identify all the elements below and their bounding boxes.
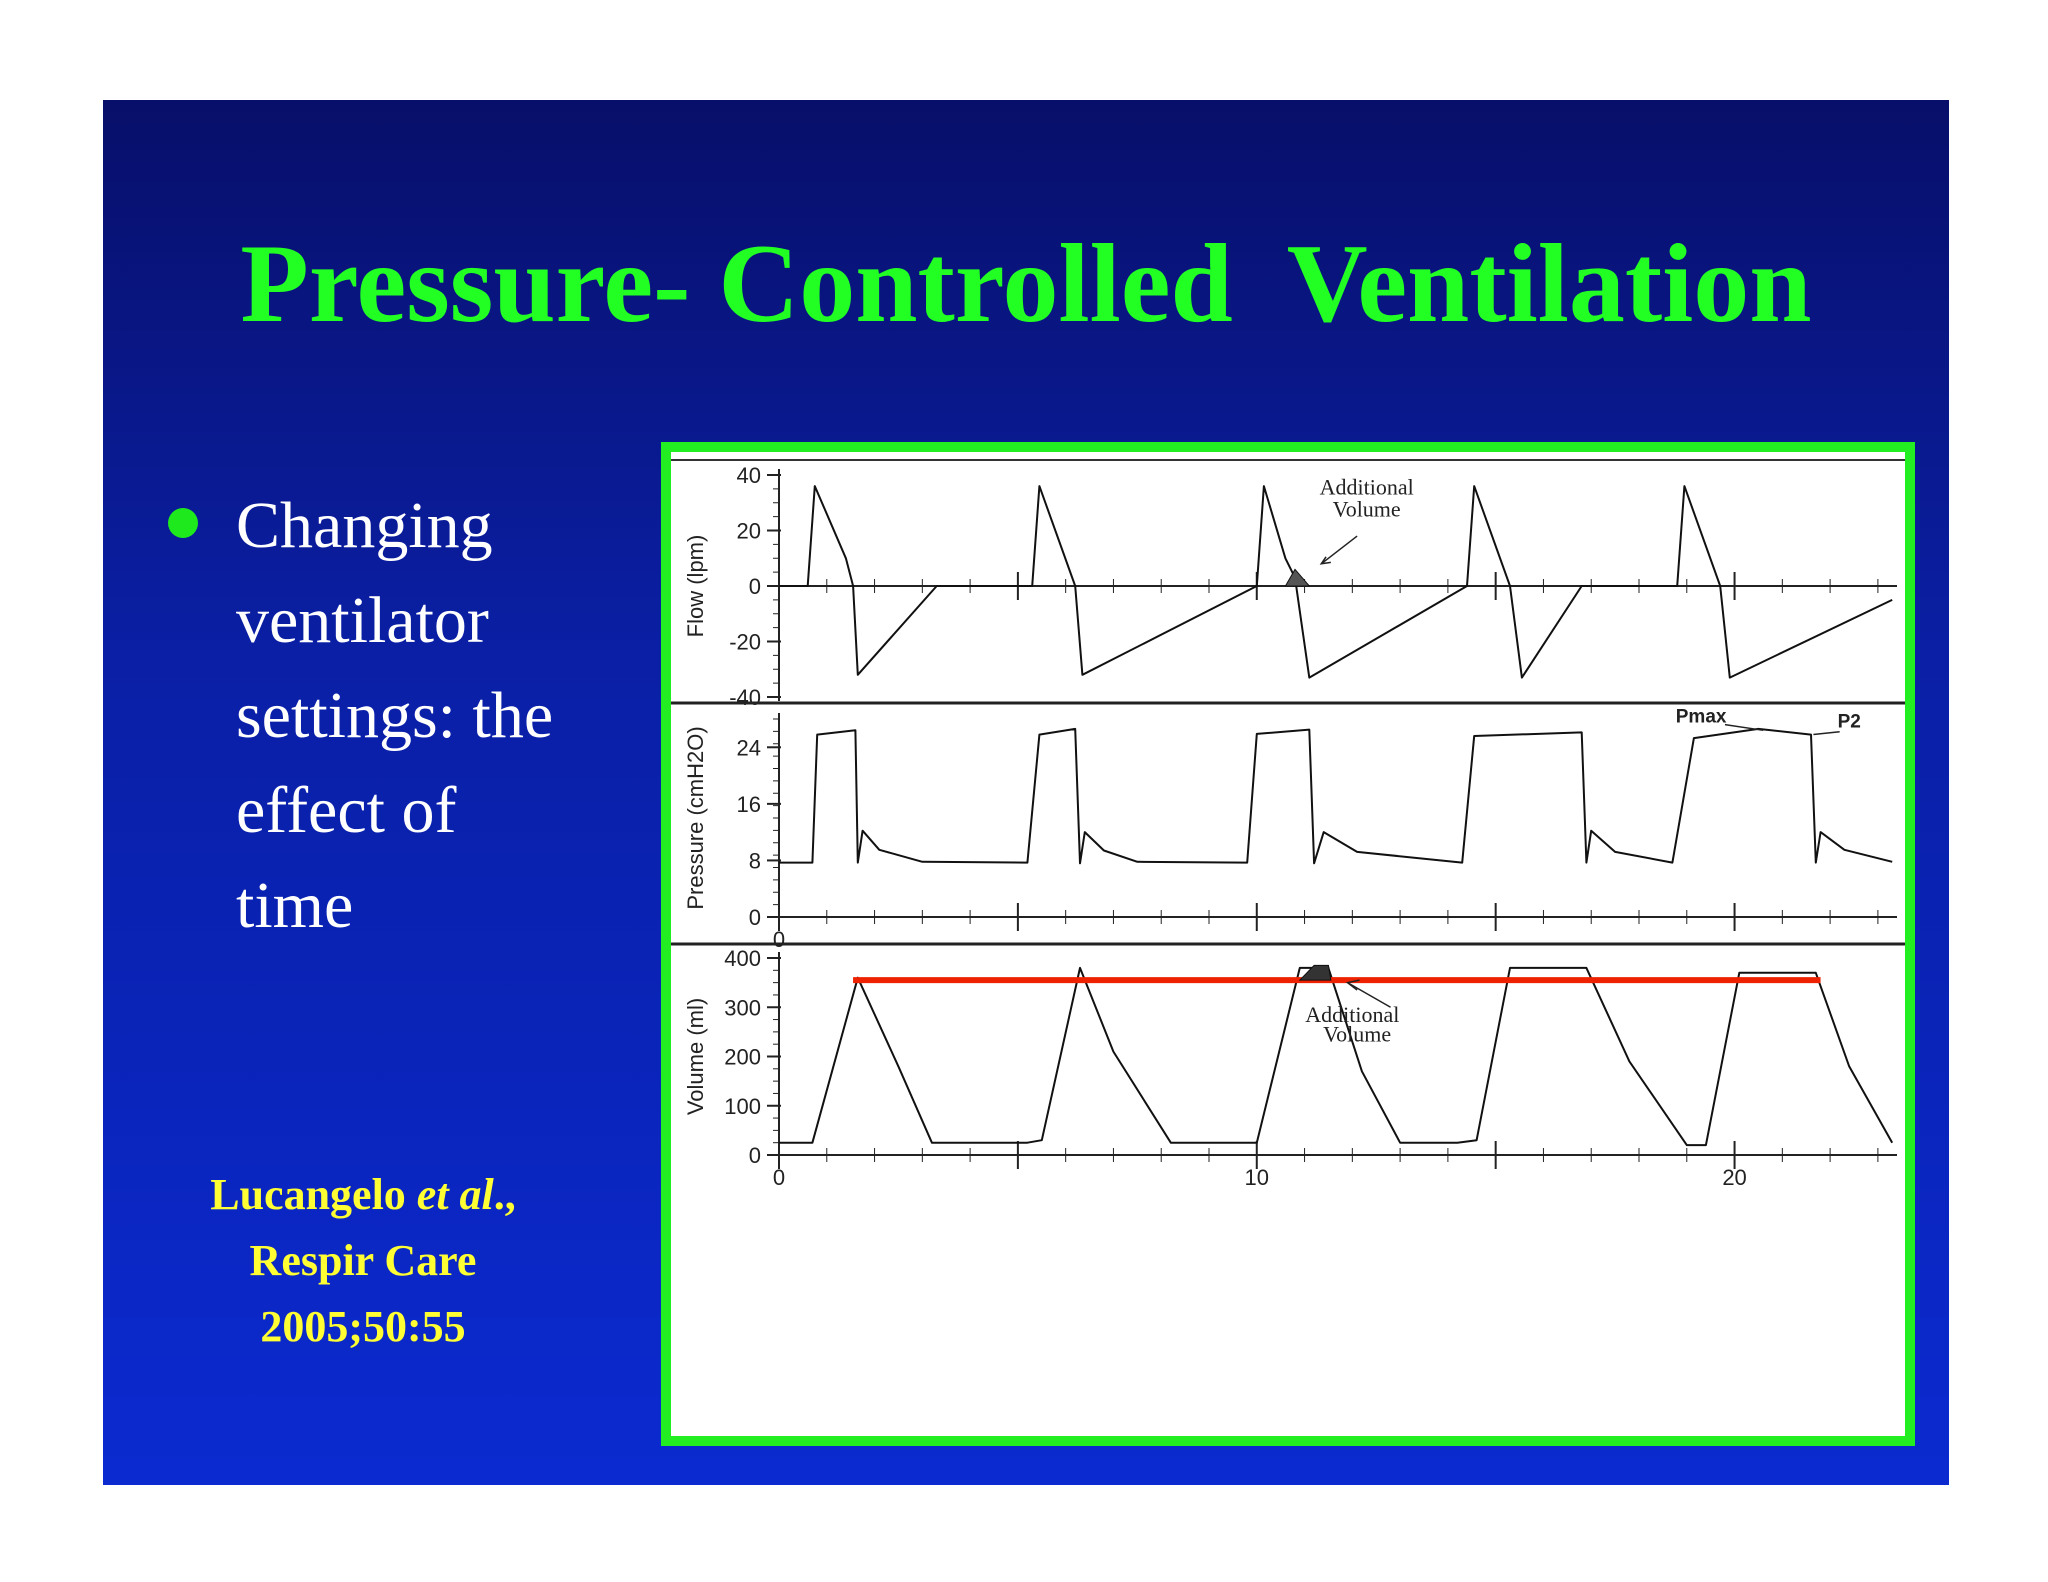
y-tick-label: 0 [749,574,761,599]
citation: Lucangelo et al., Respir Care 2005;50:55 [163,1162,563,1360]
annotation-text: P2 [1838,711,1861,732]
y-tick-label: 300 [724,995,761,1020]
x-tick-label: 10 [1245,1165,1269,1190]
pmax-pointer [1724,723,1764,732]
figure-panel: 40 20 0 -20 -40 Flow (lpm) Additional Volume 24 1… [671,452,1905,1436]
annotation-arrow [1347,981,1391,1008]
y-tick-label: -40 [729,685,761,710]
citation-journal: Respir Care [249,1236,477,1285]
y-tick-label: 400 [724,946,761,971]
y-tick-label: 8 [749,848,761,873]
volume-additional-volume-shading [1298,964,1332,981]
x-tick-label: 0 [773,927,785,952]
citation-ref: 2005;50:55 [260,1302,466,1351]
bullet-line: time [236,869,354,942]
flow-additional-volume-shading [1284,568,1311,587]
flow-series-line [779,485,1893,679]
y-tick-label: 40 [737,463,761,488]
slide-title: Pressure- Controlled Ventilation [240,222,1812,346]
citation-suffix: ., [493,1170,516,1219]
bullet-text: Changing ventilator settings: the effect… [236,478,656,953]
citation-authors: Lucangelo [210,1170,417,1219]
annotation-text: Pmax [1676,707,1727,728]
y-tick-label: 100 [724,1094,761,1119]
bullet-line: ventilator [236,584,489,657]
x-tick-label: 20 [1722,1165,1746,1190]
annotation-arrowhead [1319,556,1331,565]
x-tick-label: 0 [773,1165,785,1190]
annotation-text: Additional [1320,474,1414,499]
y-tick-label: 0 [749,905,761,930]
annotation-arrow [1320,535,1358,565]
annotation-arrowhead [1345,979,1360,991]
citation-etal: et al [416,1170,494,1219]
y-tick-label: 200 [724,1045,761,1070]
bullet-dot-icon [168,508,198,538]
pressure-series-line [779,727,1893,865]
annotation-text: Volume [1323,1022,1391,1047]
y-tick-label: 20 [737,519,761,544]
slide-background: Pressure- Controlled Ventilation Changin… [103,100,1949,1485]
volume-series-line [779,966,1894,1147]
y-axis-label: Flow (lpm) [683,535,708,638]
annotation-text: Volume [1333,497,1401,522]
y-axis-label: Pressure (cmH2O) [683,726,708,909]
citation-authors-line: Lucangelo et al., [163,1162,563,1228]
y-tick-label: -20 [729,630,761,655]
annotation-text: Additional [1305,1002,1399,1027]
bullet-line: effect of [236,774,457,847]
bullet-line: settings: the [236,679,554,752]
y-tick-label: 24 [737,735,761,760]
bullet-line: Changing [236,489,493,562]
y-tick-label: 16 [737,792,761,817]
figure-frame: 40 20 0 -20 -40 Flow (lpm) Additional Volume 24 1… [661,442,1915,1446]
p2-pointer [1813,730,1840,736]
y-axis-label: Volume (ml) [683,998,708,1115]
y-tick-label: 0 [749,1143,761,1168]
